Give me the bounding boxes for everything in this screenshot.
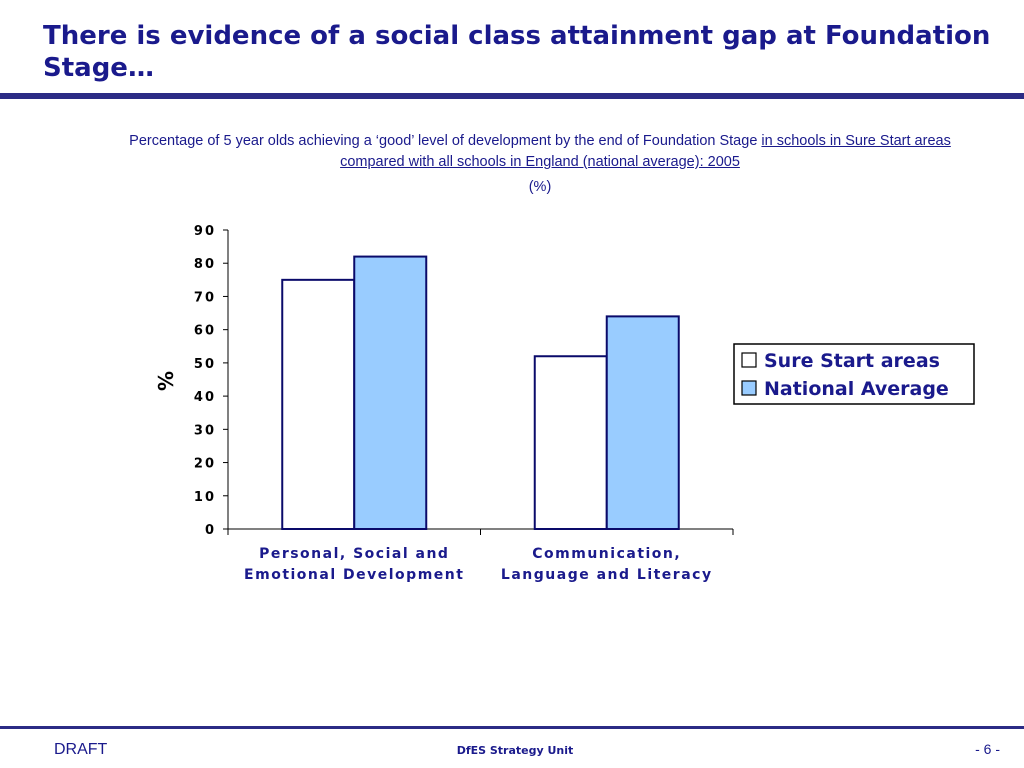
legend-swatch <box>741 352 757 368</box>
chart-caption: Percentage of 5 year olds achieving a ‘g… <box>110 131 970 173</box>
legend-box <box>733 343 975 405</box>
legend-label: Sure Start areas <box>764 350 940 372</box>
footer-organisation: DfES Strategy Unit <box>456 744 574 757</box>
y-tick-label: 90 <box>194 224 216 239</box>
y-tick-label: 40 <box>194 390 216 405</box>
draft-label: DRAFT <box>54 741 108 758</box>
y-tick-label: 80 <box>194 257 216 272</box>
y-tick-label: 10 <box>194 490 216 505</box>
y-tick-label: 70 <box>194 290 216 305</box>
x-category-label: Emotional Development <box>244 567 464 583</box>
y-tick-label: 30 <box>194 423 216 438</box>
x-category-label: Communication, <box>532 546 681 562</box>
y-tick-label: 50 <box>194 357 216 372</box>
title-divider <box>0 93 1024 99</box>
footer-divider <box>0 726 1024 729</box>
slide-title: There is evidence of a social class atta… <box>43 21 991 83</box>
y-axis-title: % <box>154 371 178 391</box>
legend-label: National Average <box>764 378 949 400</box>
page-number: - 6 - <box>975 741 1000 757</box>
y-tick-label: 60 <box>194 324 216 339</box>
y-tick-label: 0 <box>205 523 216 538</box>
bar-sure-start <box>281 278 356 531</box>
caption-underlined-text: in schools in Sure Start areas compared … <box>340 133 951 170</box>
x-category-label: Language and Literacy <box>501 567 713 583</box>
bar-national-average <box>605 315 680 530</box>
legend-swatch <box>741 380 757 396</box>
y-tick-label: 20 <box>194 457 216 472</box>
unit-note: (%) <box>528 179 552 195</box>
bar-national-average <box>353 255 428 530</box>
x-category-label: Personal, Social and <box>259 546 449 562</box>
caption-text: Percentage of 5 year olds achieving a ‘g… <box>129 133 762 149</box>
bar-sure-start <box>533 355 608 530</box>
